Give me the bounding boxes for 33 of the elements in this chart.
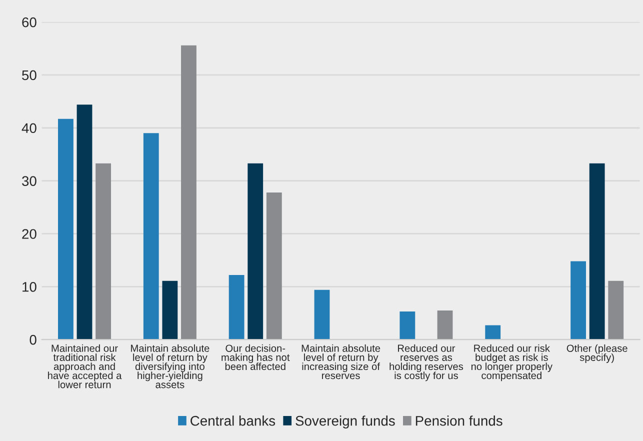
legend-label: Pension funds	[416, 416, 502, 426]
legend-label: Central banks	[190, 416, 276, 426]
bar	[589, 163, 605, 340]
bar	[266, 192, 282, 340]
bar	[485, 325, 501, 340]
bar	[400, 312, 416, 340]
y-tick-label: 30	[22, 176, 36, 186]
bar	[181, 45, 196, 340]
bar	[228, 275, 244, 340]
x-tick-label: Maintain absolute level of return by diversifying into higher-yielding assets	[131, 344, 210, 388]
y-tick-label: 0	[30, 334, 36, 345]
bar	[570, 261, 586, 340]
bar	[96, 163, 112, 340]
x-tick-label: Maintain absolute level of return by increasing size of reserves	[302, 344, 380, 380]
y-tick-label: 40	[22, 123, 36, 134]
x-tick-label: Maintained our traditional risk approach and have accepted a lower return	[48, 344, 122, 388]
bar	[314, 290, 330, 340]
bar	[76, 104, 92, 340]
x-tick-label: Other (please specify)	[566, 344, 628, 363]
bar	[58, 118, 74, 340]
bar	[437, 310, 453, 340]
bar	[248, 163, 264, 340]
y-tick-label: 60	[22, 17, 36, 28]
legend-label: Sovereign funds	[296, 416, 395, 428]
bar	[143, 133, 159, 340]
y-tick-label: 20	[22, 229, 36, 239]
x-tick-label: Reduced our reserves as holding reserves is costly for us	[390, 344, 464, 382]
bar	[162, 280, 178, 340]
y-tick-label: 50	[22, 70, 36, 80]
bar	[608, 280, 624, 340]
y-tick-label: 10	[22, 282, 36, 292]
x-tick-label: Our decision- making has not been affected	[222, 344, 290, 370]
x-tick-label: Reduced our risk budget as risk is no longer properly compensated	[471, 344, 552, 382]
